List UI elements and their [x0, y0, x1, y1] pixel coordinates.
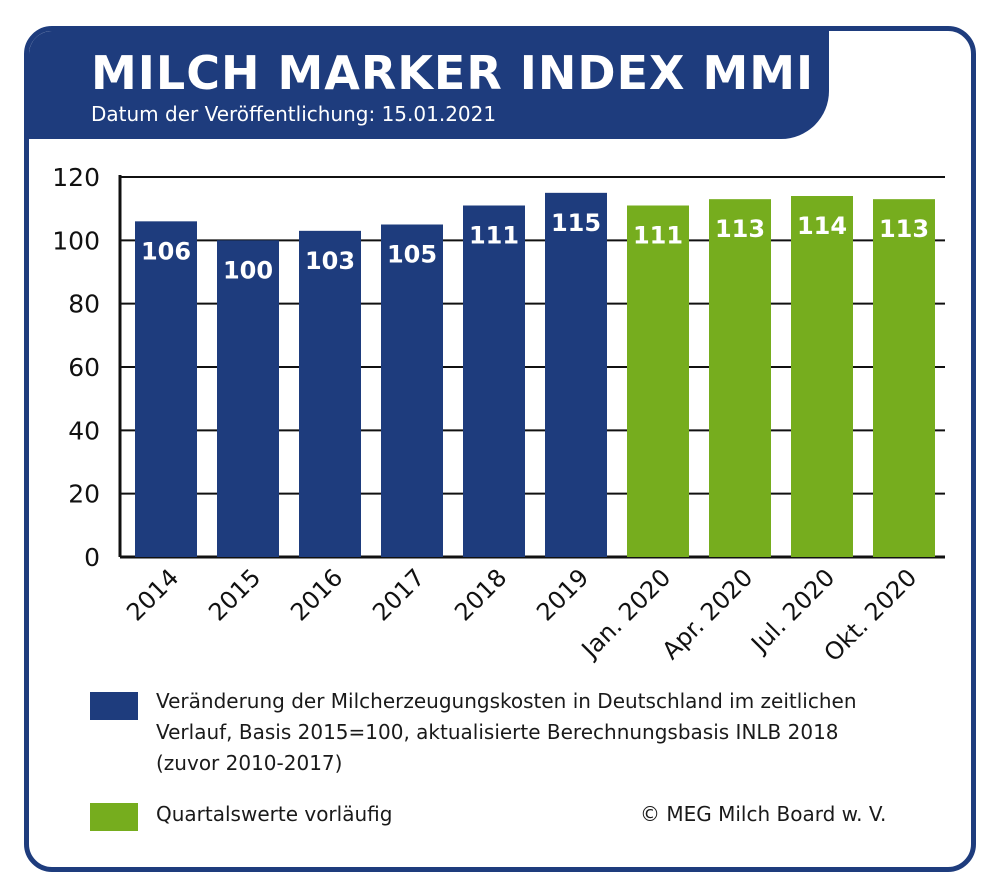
legend-line: Quartalswerte vorläufig: [156, 802, 393, 826]
data-label: 115: [551, 209, 601, 237]
bar: [299, 230, 361, 558]
y-tick-label: 60: [68, 353, 100, 382]
data-label: 111: [633, 222, 683, 250]
x-tick-label: 2014: [121, 563, 184, 626]
data-label: 105: [387, 241, 437, 269]
data-label: 114: [797, 212, 847, 240]
y-tick-label: 20: [68, 480, 100, 509]
data-label: 113: [879, 215, 929, 243]
bar: [627, 205, 689, 557]
x-tick-label: 2018: [449, 563, 512, 626]
x-tick-label: 2017: [367, 563, 430, 626]
legend-text-navy: Veränderung der Milcherzeugungskosten in…: [156, 686, 857, 779]
copyright: © MEG Milch Board w. V.: [640, 802, 887, 826]
x-tick-label: Apr. 2020: [657, 563, 759, 665]
bar: [463, 205, 525, 557]
data-label: 113: [715, 215, 765, 243]
x-tick-label: 2019: [531, 563, 594, 626]
y-tick-label: 100: [52, 226, 100, 255]
data-label: 103: [305, 247, 355, 275]
bar: [873, 199, 935, 557]
publication-date: Datum der Veröffentlichung: 15.01.2021: [91, 102, 497, 126]
x-tick-label: 2015: [203, 563, 266, 626]
bar: [381, 224, 443, 557]
y-tick-label: 80: [68, 290, 100, 319]
data-label: 100: [223, 256, 273, 284]
title-banner: MILCH MARKER INDEX MMI Datum der Veröffe…: [29, 31, 829, 139]
x-tick-label: 2016: [285, 563, 348, 626]
y-tick-label: 40: [68, 416, 100, 445]
y-tick-label: 120: [52, 163, 100, 192]
legend-line: (zuvor 2010-2017): [156, 751, 343, 775]
legend-line: Veränderung der Milcherzeugungskosten in…: [156, 689, 857, 713]
bar: [709, 199, 771, 557]
bar: [217, 240, 279, 558]
legend-text-green: Quartalswerte vorläufig: [156, 799, 392, 830]
y-tick-label: 0: [84, 543, 100, 572]
bar: [135, 221, 197, 558]
bar: [545, 192, 607, 558]
data-label: 111: [469, 222, 519, 250]
bar: [791, 196, 853, 557]
legend-line: Verlauf, Basis 2015=100, aktualisierte B…: [156, 720, 839, 744]
data-label: 106: [141, 237, 191, 265]
chart-title: MILCH MARKER INDEX MMI: [91, 46, 815, 100]
legend-swatch-green: [90, 803, 138, 831]
legend-swatch-navy: [90, 692, 138, 720]
